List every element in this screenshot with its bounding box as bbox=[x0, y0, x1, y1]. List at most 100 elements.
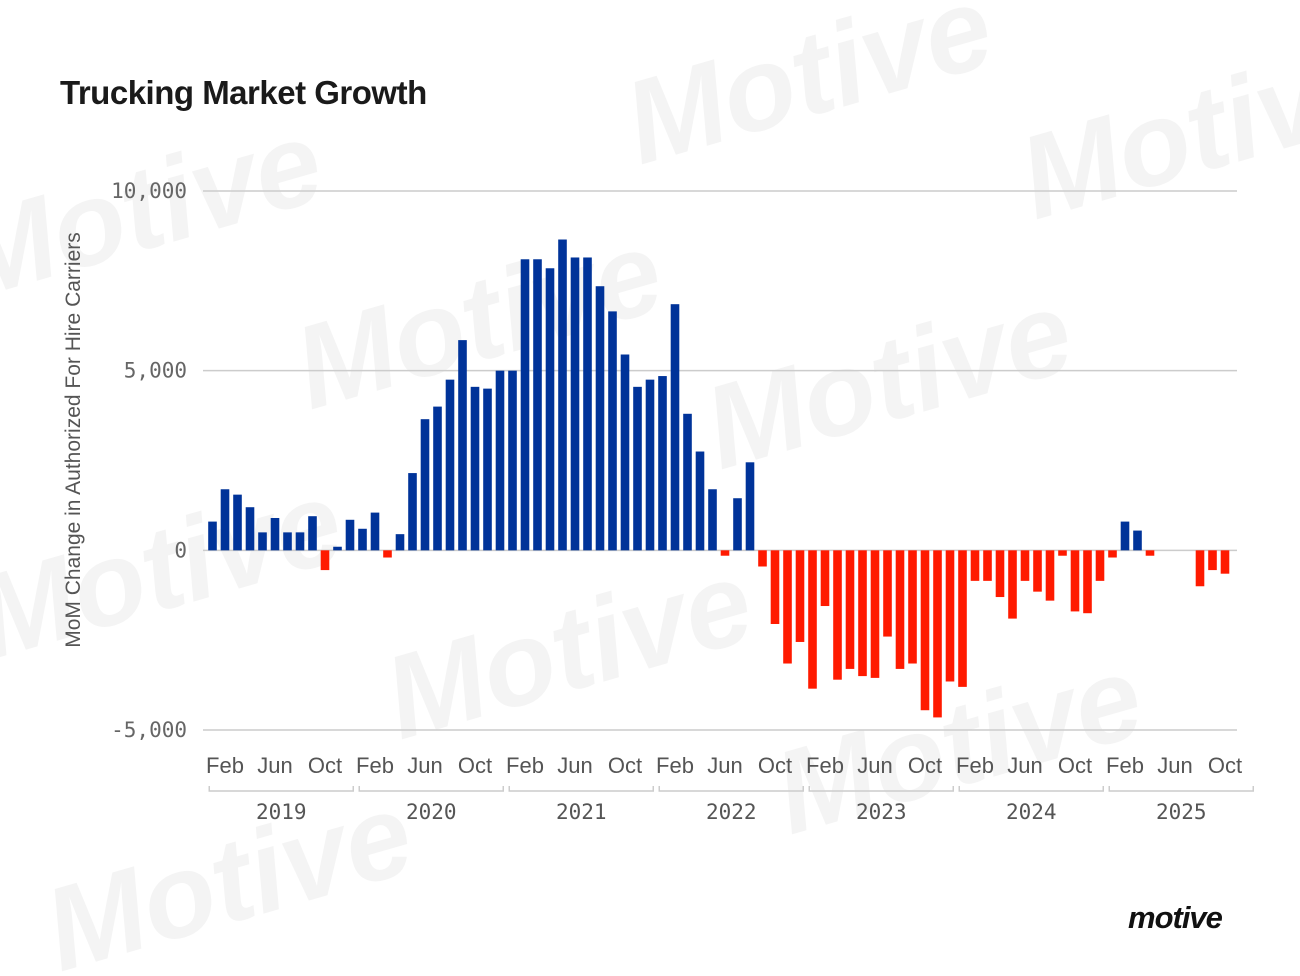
bar bbox=[1133, 530, 1142, 551]
x-tick-label: Oct bbox=[908, 753, 942, 778]
bar bbox=[1020, 550, 1030, 581]
bar bbox=[595, 286, 605, 551]
bars bbox=[208, 239, 1230, 718]
bar bbox=[395, 534, 405, 551]
bar bbox=[820, 550, 830, 607]
bar bbox=[1033, 550, 1042, 592]
bar bbox=[258, 532, 267, 551]
year-bracket bbox=[1108, 786, 1254, 792]
bar bbox=[858, 550, 867, 677]
bar bbox=[1083, 550, 1092, 614]
bar bbox=[495, 370, 505, 551]
y-tick-label: -5,000 bbox=[111, 718, 187, 742]
x-tick-label: Oct bbox=[308, 753, 342, 778]
bar bbox=[358, 528, 367, 551]
x-tick-label: Jun bbox=[557, 753, 592, 778]
bar bbox=[245, 507, 255, 551]
bar bbox=[483, 388, 492, 551]
bar bbox=[883, 550, 892, 637]
bar bbox=[733, 498, 742, 551]
bar bbox=[1045, 550, 1055, 601]
watermark-text: Motive bbox=[691, 265, 1087, 495]
bar bbox=[470, 386, 480, 551]
bar bbox=[1008, 550, 1017, 619]
bar bbox=[970, 550, 980, 581]
year-bracket bbox=[658, 786, 804, 792]
bar bbox=[558, 239, 567, 551]
watermark-text: Motive bbox=[31, 767, 427, 976]
year-label: 2021 bbox=[556, 800, 607, 824]
x-tick-label: Feb bbox=[806, 753, 844, 778]
bar bbox=[1220, 550, 1230, 574]
x-tick-label: Oct bbox=[458, 753, 492, 778]
y-tick-label: 0 bbox=[174, 538, 187, 562]
motive-logo: motive bbox=[1128, 900, 1223, 935]
bar bbox=[808, 550, 817, 689]
bar bbox=[570, 257, 580, 551]
bar bbox=[508, 370, 517, 551]
year-label: 2019 bbox=[256, 800, 307, 824]
bar bbox=[745, 462, 755, 551]
y-tick-label: 5,000 bbox=[124, 359, 187, 383]
bar bbox=[520, 259, 530, 551]
y-axis: 10,000 5,000 0 -5,000 bbox=[111, 179, 187, 742]
bar bbox=[1070, 550, 1080, 612]
bar bbox=[533, 259, 542, 551]
bar bbox=[583, 257, 592, 551]
bar bbox=[408, 473, 417, 551]
y-tick-label: 10,000 bbox=[111, 179, 187, 203]
bar bbox=[220, 489, 230, 551]
bar bbox=[1208, 550, 1217, 571]
bar bbox=[1195, 550, 1205, 587]
x-tick-label: Jun bbox=[1007, 753, 1042, 778]
bar bbox=[795, 550, 805, 642]
bar bbox=[620, 354, 630, 551]
x-tick-label: Jun bbox=[707, 753, 742, 778]
bar bbox=[833, 550, 842, 680]
y-axis-label: MoM Change in Authorized For Hire Carrie… bbox=[62, 232, 85, 648]
bar bbox=[208, 521, 217, 551]
x-tick-label: Jun bbox=[857, 753, 892, 778]
bar bbox=[1145, 550, 1155, 556]
bar bbox=[433, 406, 442, 551]
bar bbox=[420, 419, 430, 551]
year-label: 2024 bbox=[1006, 800, 1057, 824]
x-tick-label: Feb bbox=[656, 753, 694, 778]
bar bbox=[720, 550, 730, 556]
bar bbox=[995, 550, 1005, 598]
x-tick-label: Feb bbox=[956, 753, 994, 778]
year-label: 2023 bbox=[856, 800, 907, 824]
x-tick-label: Feb bbox=[356, 753, 394, 778]
bar bbox=[370, 512, 380, 551]
bar bbox=[845, 550, 855, 669]
x-tick-label: Feb bbox=[506, 753, 544, 778]
bar bbox=[933, 550, 942, 718]
bar bbox=[945, 550, 955, 682]
gridlines bbox=[203, 190, 1237, 731]
x-tick-label: Oct bbox=[1208, 753, 1242, 778]
bar bbox=[445, 379, 455, 551]
bar bbox=[783, 550, 792, 664]
x-tick-label: Feb bbox=[206, 753, 244, 778]
bar bbox=[383, 550, 392, 558]
bar bbox=[895, 550, 905, 669]
bar bbox=[295, 532, 305, 551]
bar bbox=[608, 311, 617, 551]
x-tick-label: Feb bbox=[1106, 753, 1144, 778]
x-tick-label: Oct bbox=[1058, 753, 1092, 778]
bar bbox=[1120, 521, 1130, 551]
x-tick-label: Jun bbox=[1157, 753, 1192, 778]
watermark-text: Motive bbox=[0, 95, 336, 325]
bar bbox=[1108, 550, 1117, 558]
bar bbox=[770, 550, 780, 624]
bar bbox=[958, 550, 967, 687]
x-tick-label: Oct bbox=[758, 753, 792, 778]
bar bbox=[270, 517, 280, 551]
year-bracket bbox=[808, 786, 954, 792]
bar bbox=[1058, 550, 1067, 556]
bar bbox=[908, 550, 917, 664]
bar bbox=[1095, 550, 1105, 581]
watermark-text: Motive bbox=[1006, 15, 1300, 245]
